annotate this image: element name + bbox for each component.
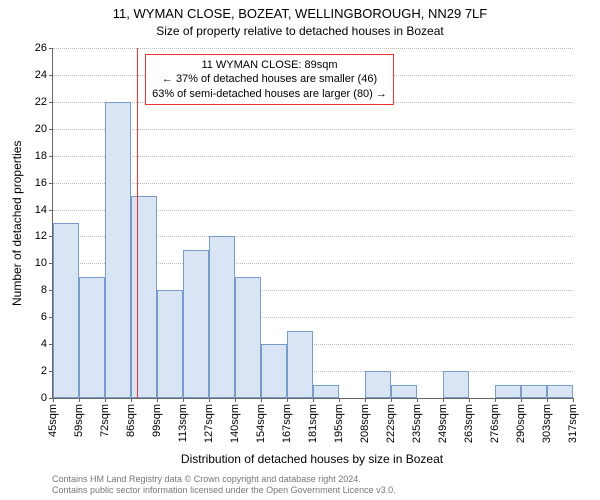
chart-title-sub: Size of property relative to detached ho… <box>0 24 600 38</box>
histogram-bar <box>53 223 79 398</box>
x-tick-mark <box>131 398 132 402</box>
histogram-bar <box>495 385 521 398</box>
x-tick-mark <box>287 398 288 402</box>
y-tick-label: 12 <box>35 230 53 242</box>
x-tick-label: 86sqm <box>125 404 137 437</box>
chart-container: 11, WYMAN CLOSE, BOZEAT, WELLINGBOROUGH,… <box>0 0 600 500</box>
x-tick-mark <box>235 398 236 402</box>
grid-line <box>53 156 573 157</box>
x-tick-mark <box>365 398 366 402</box>
histogram-bar <box>287 331 313 398</box>
x-tick-label: 290sqm <box>515 404 527 443</box>
histogram-bar <box>157 290 183 398</box>
histogram-bar <box>79 277 105 398</box>
y-tick-label: 6 <box>41 311 53 323</box>
histogram-bar <box>443 371 469 398</box>
attribution-line2: Contains public sector information licen… <box>52 485 396 495</box>
x-tick-label: 99sqm <box>151 404 163 437</box>
x-tick-mark <box>339 398 340 402</box>
histogram-bar <box>235 277 261 398</box>
x-tick-mark <box>209 398 210 402</box>
x-tick-label: 154sqm <box>255 404 267 443</box>
y-tick-label: 0 <box>41 392 53 404</box>
x-tick-label: 235sqm <box>411 404 423 443</box>
histogram-bar <box>209 236 235 398</box>
grid-line <box>53 48 573 49</box>
x-tick-label: 181sqm <box>307 404 319 443</box>
y-tick-label: 20 <box>35 123 53 135</box>
x-tick-mark <box>391 398 392 402</box>
x-tick-label: 263sqm <box>463 404 475 443</box>
x-tick-label: 222sqm <box>385 404 397 443</box>
x-tick-mark <box>573 398 574 402</box>
y-tick-label: 14 <box>35 204 53 216</box>
x-tick-label: 317sqm <box>567 404 579 443</box>
x-tick-mark <box>469 398 470 402</box>
attribution-text: Contains HM Land Registry data © Crown c… <box>52 474 572 496</box>
y-axis-label: Number of detached properties <box>10 48 24 398</box>
x-tick-label: 45sqm <box>47 404 59 437</box>
histogram-bar <box>547 385 573 398</box>
x-tick-mark <box>547 398 548 402</box>
x-tick-label: 127sqm <box>203 404 215 443</box>
histogram-bar <box>183 250 209 398</box>
x-tick-label: 303sqm <box>541 404 553 443</box>
histogram-bar <box>521 385 547 398</box>
histogram-bar <box>391 385 417 398</box>
y-tick-label: 22 <box>35 96 53 108</box>
histogram-bar <box>131 196 157 398</box>
y-tick-label: 8 <box>41 284 53 296</box>
y-tick-label: 2 <box>41 365 53 377</box>
x-tick-mark <box>443 398 444 402</box>
annotation-line: 63% of semi-detached houses are larger (… <box>152 87 387 101</box>
x-tick-mark <box>417 398 418 402</box>
y-tick-label: 26 <box>35 42 53 54</box>
annotation-line: 11 WYMAN CLOSE: 89sqm <box>152 58 387 72</box>
plot-area: 0246810121416182022242645sqm59sqm72sqm86… <box>52 48 573 399</box>
grid-line <box>53 129 573 130</box>
annotation-box: 11 WYMAN CLOSE: 89sqm← 37% of detached h… <box>145 54 394 105</box>
y-tick-label: 18 <box>35 150 53 162</box>
reference-line <box>137 48 138 398</box>
grid-line <box>53 183 573 184</box>
attribution-line1: Contains HM Land Registry data © Crown c… <box>52 474 361 484</box>
histogram-bar <box>313 385 339 398</box>
x-tick-label: 59sqm <box>73 404 85 437</box>
x-tick-mark <box>79 398 80 402</box>
x-tick-mark <box>495 398 496 402</box>
x-tick-mark <box>53 398 54 402</box>
x-tick-label: 113sqm <box>177 404 189 442</box>
x-tick-label: 276sqm <box>489 404 501 443</box>
x-tick-label: 140sqm <box>229 404 241 443</box>
y-tick-label: 10 <box>35 257 53 269</box>
x-tick-mark <box>313 398 314 402</box>
x-tick-mark <box>261 398 262 402</box>
x-tick-label: 208sqm <box>359 404 371 443</box>
histogram-bar <box>365 371 391 398</box>
y-tick-label: 4 <box>41 338 53 350</box>
x-tick-mark <box>157 398 158 402</box>
x-tick-label: 249sqm <box>437 404 449 443</box>
histogram-bar <box>261 344 287 398</box>
chart-title-main: 11, WYMAN CLOSE, BOZEAT, WELLINGBOROUGH,… <box>0 6 600 21</box>
histogram-bar <box>105 102 131 398</box>
x-tick-mark <box>105 398 106 402</box>
x-axis-label: Distribution of detached houses by size … <box>52 452 572 466</box>
annotation-line: ← 37% of detached houses are smaller (46… <box>152 72 387 86</box>
y-tick-label: 24 <box>35 69 53 81</box>
x-tick-label: 195sqm <box>333 404 345 443</box>
x-tick-label: 72sqm <box>99 404 111 437</box>
y-tick-label: 16 <box>35 177 53 189</box>
x-tick-mark <box>183 398 184 402</box>
x-tick-mark <box>521 398 522 402</box>
x-tick-label: 167sqm <box>281 404 293 443</box>
